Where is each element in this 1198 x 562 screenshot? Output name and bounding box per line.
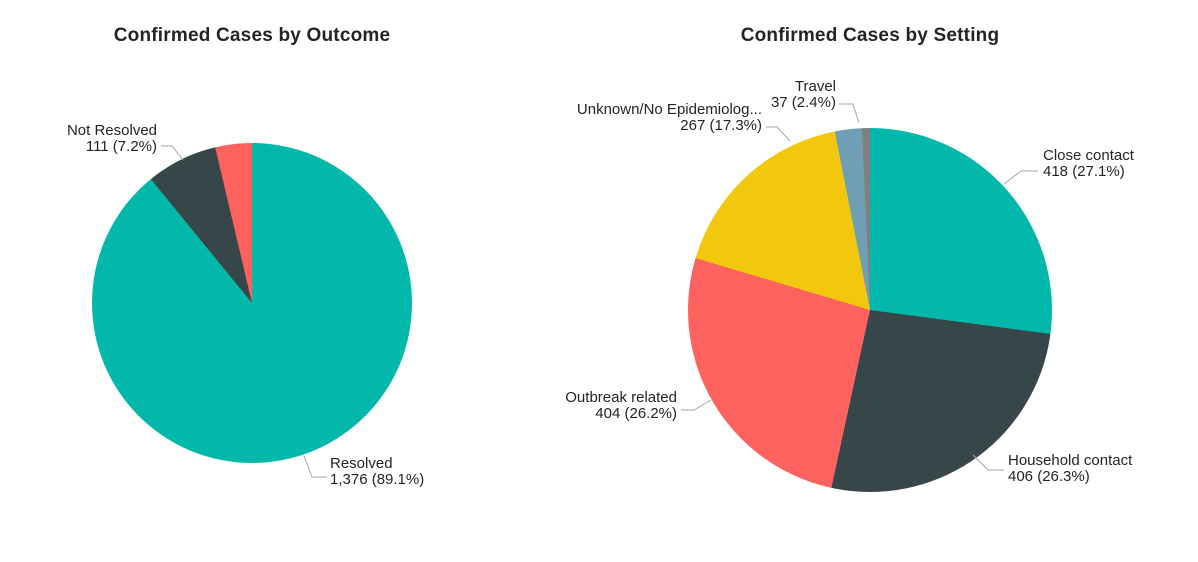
setting-chart-title: Confirmed Cases by Setting: [740, 25, 1000, 46]
slice-value: 418 (27.1%): [1043, 163, 1125, 180]
slice-label: Not Resolved: [66, 122, 157, 139]
leader-outbreak: [681, 399, 712, 411]
outcome-pie[interactable]: [92, 143, 412, 463]
slice-label: Close contact: [1043, 147, 1134, 164]
outcome-chart-title: Confirmed Cases by Outcome: [113, 25, 391, 46]
slice-value: 404 (26.2%): [595, 405, 677, 422]
slice-label: Outbreak related: [565, 389, 677, 406]
setting-label-travel: Travel 37 (2.4%): [736, 79, 836, 111]
slice-value: 267 (17.3%): [680, 117, 762, 134]
leader-household: [972, 454, 1004, 471]
setting-label-unknown: Unknown/No Epidemiolog... 267 (17.3%): [528, 102, 762, 134]
slice-label: Unknown/No Epidemiolog...: [576, 101, 762, 118]
setting-label-outbreak-related: Outbreak related 404 (26.2%): [500, 390, 677, 422]
leader-close-contact: [1003, 170, 1038, 185]
outcome-label-not-resolved: Not Resolved 111 (7.2%): [17, 123, 157, 155]
slice-label: Household contact: [1008, 452, 1133, 469]
setting-label-close-contact: Close contact 418 (27.1%): [1043, 148, 1134, 180]
slice-value: 111 (7.2%): [85, 138, 157, 155]
slice-value: 1,376 (89.1%): [330, 471, 425, 488]
leader-not-resolved: [161, 145, 184, 161]
setting-label-household-contact: Household contact 406 (26.3%): [1008, 453, 1132, 485]
slice-label: Travel: [794, 78, 836, 95]
leader-travel: [839, 103, 860, 124]
outcome-label-resolved: Resolved 1,376 (89.1%): [330, 456, 424, 488]
slice-label: Resolved: [330, 455, 393, 472]
leader-resolved: [303, 455, 327, 478]
setting-pie[interactable]: [688, 128, 1052, 492]
slice-value: 406 (26.3%): [1008, 468, 1090, 485]
leader-unknown: [766, 126, 791, 142]
slice-value: 37 (2.4%): [770, 94, 836, 111]
